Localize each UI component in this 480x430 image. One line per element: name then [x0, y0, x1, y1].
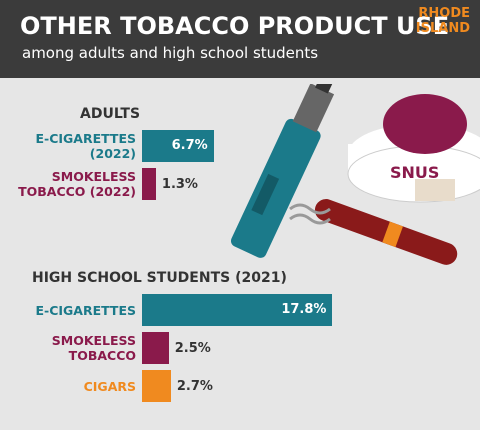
bar-row: SMOKELESS TOBACCO (2022) 1.3%	[0, 168, 480, 200]
bar: 6.7%	[142, 130, 214, 162]
bar: 17.8%	[142, 294, 333, 326]
value-label: 1.3%	[161, 176, 198, 192]
state-label: RHODE ISLAND	[415, 6, 470, 36]
value-label: 2.7%	[176, 378, 213, 394]
snus-label: SNUS	[390, 163, 439, 182]
category-label: SMOKELESS TOBACCO (2022)	[18, 169, 136, 199]
chart-title: HIGH SCHOOL STUDENTS (2021)	[32, 270, 287, 286]
category-label: SMOKELESS TOBACCO	[51, 333, 136, 363]
subtitle: among adults and high school students	[22, 44, 319, 62]
header: OTHER TOBACCO PRODUCT USE among adults a…	[0, 0, 480, 78]
category-label: E-CIGARETTES (2022)	[35, 131, 136, 161]
category-label: CIGARS	[83, 378, 136, 394]
value-label: 17.8%	[281, 302, 327, 317]
bar-row: E-CIGARETTES 17.8%	[0, 294, 480, 326]
bar-row: CIGARS 2.7%	[0, 370, 480, 402]
value-label: 2.5%	[174, 340, 211, 356]
illustration: SNUS	[230, 84, 480, 265]
bar-row: SMOKELESS TOBACCO 2.5%	[0, 332, 480, 364]
chart-title: ADULTS	[80, 106, 141, 122]
bar	[142, 370, 171, 402]
value-label: 6.7%	[171, 138, 208, 153]
category-label: E-CIGARETTES	[35, 302, 136, 318]
chart: ADULTS E-CIGARETTES (2022) 6.7% SMOKELESS T…	[0, 106, 480, 206]
chart: HIGH SCHOOL STUDENTS (2021) E-CIGARETTES 1…	[0, 270, 480, 408]
bar	[142, 168, 156, 200]
bar-row: E-CIGARETTES (2022) 6.7%	[0, 130, 480, 162]
title: OTHER TOBACCO PRODUCT USE	[20, 12, 450, 40]
bar	[142, 332, 169, 364]
